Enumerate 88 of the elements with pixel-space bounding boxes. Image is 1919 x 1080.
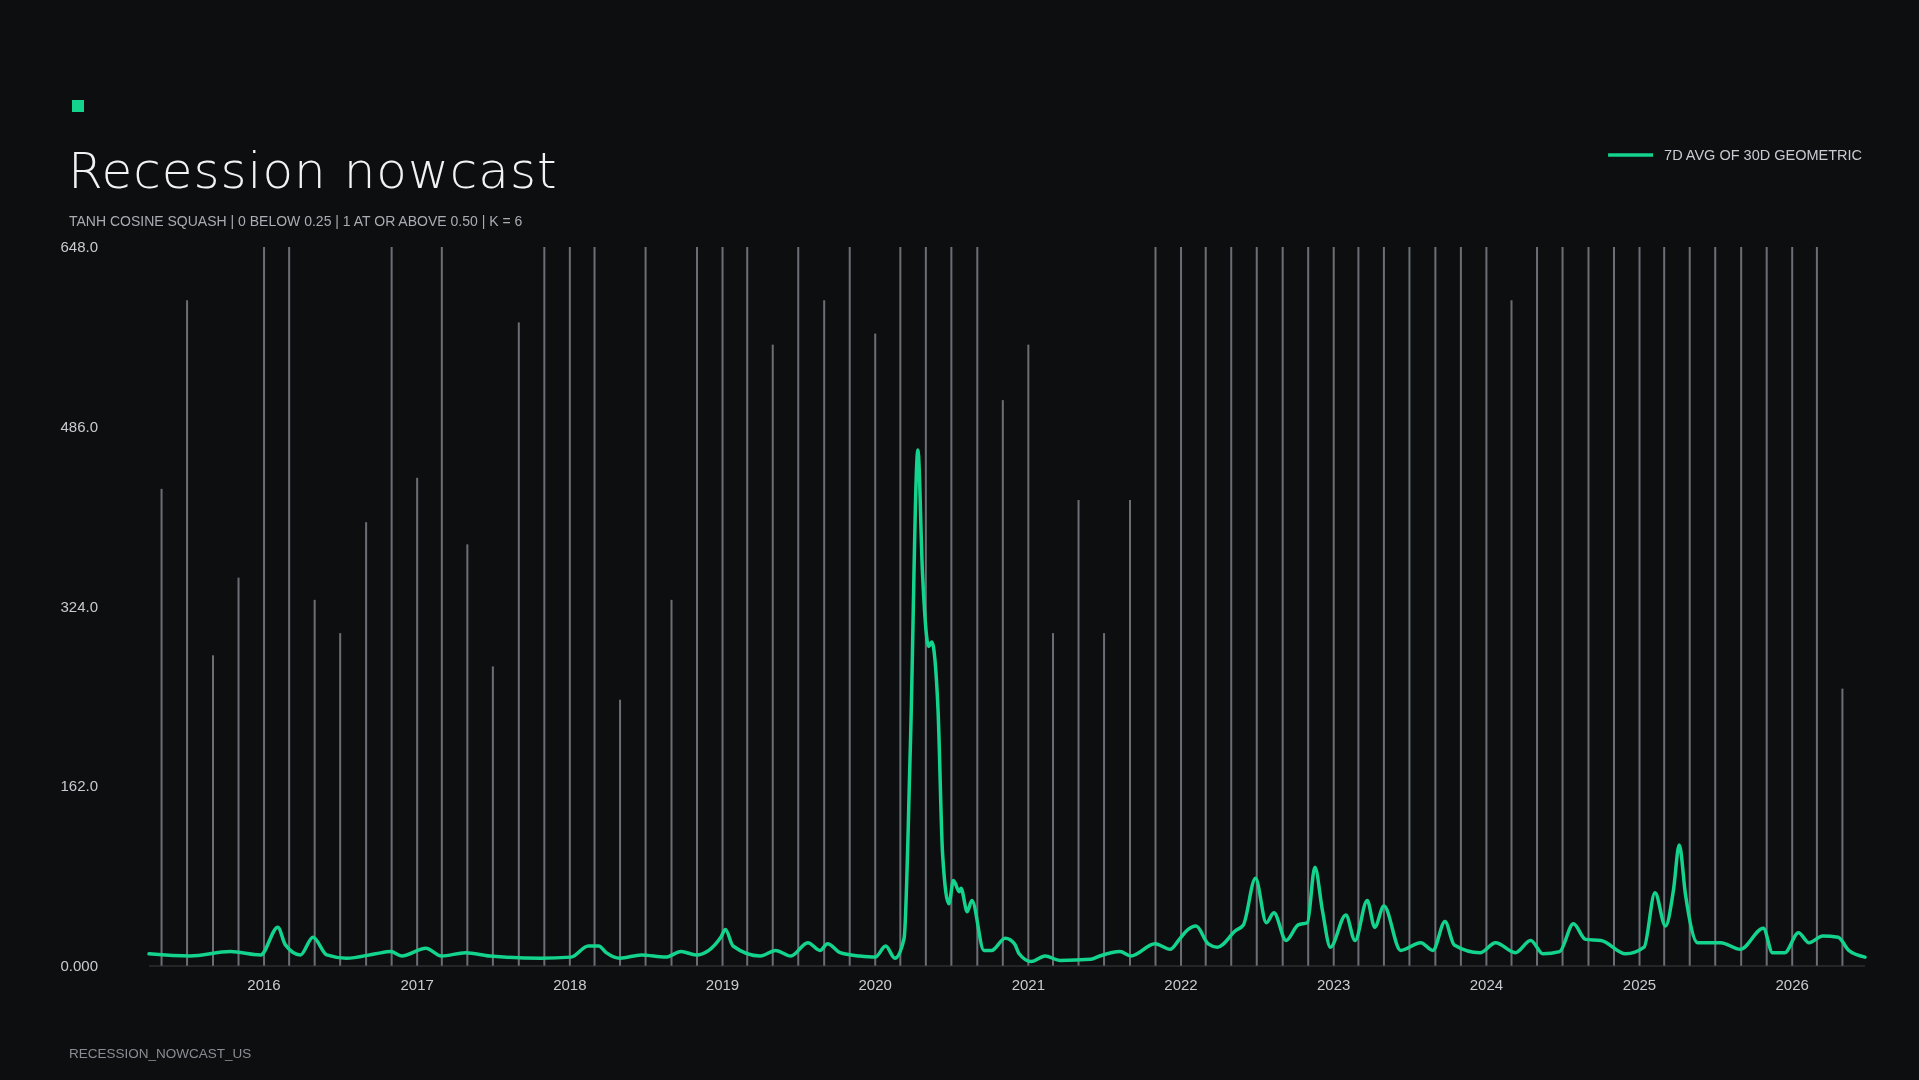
x-tick-label: 2025 xyxy=(1622,976,1657,993)
bar xyxy=(416,477,419,966)
x-tick-label: 2016 xyxy=(247,976,281,993)
bar xyxy=(543,247,546,966)
chart-title: Recession nowcast xyxy=(68,142,558,200)
bar xyxy=(1536,247,1539,966)
bar xyxy=(1154,247,1157,966)
bar xyxy=(1180,247,1183,966)
bar xyxy=(568,247,571,966)
x-tick-label: 2018 xyxy=(553,976,587,993)
bar xyxy=(1357,247,1360,966)
bar xyxy=(1485,247,1488,966)
bar xyxy=(1077,499,1080,966)
bar xyxy=(1128,499,1131,966)
bar xyxy=(1765,247,1768,966)
bar xyxy=(721,247,724,966)
bar xyxy=(797,247,800,966)
bar xyxy=(491,666,494,966)
bar xyxy=(1281,247,1284,966)
bar xyxy=(976,247,979,966)
bar xyxy=(746,247,749,966)
x-tick-label: 2021 xyxy=(1011,976,1046,993)
x-tick-label: 2026 xyxy=(1775,976,1809,993)
bar xyxy=(1740,247,1743,966)
bar xyxy=(517,322,520,966)
x-tick-label: 2022 xyxy=(1164,976,1198,993)
bar xyxy=(874,333,877,966)
bar xyxy=(1791,247,1794,966)
text: RECESSION_NOWCAST_US xyxy=(69,1046,252,1061)
y-tick-label: 648.0 xyxy=(60,238,98,255)
y-tick-label: 162.0 xyxy=(60,777,98,795)
bar xyxy=(1714,247,1717,966)
bar xyxy=(696,247,699,966)
bar xyxy=(848,247,851,966)
bar xyxy=(1841,688,1844,966)
bar xyxy=(771,344,774,966)
bar xyxy=(390,247,393,966)
bar xyxy=(1408,247,1411,966)
legend-label: 7D AVG OF 30D GEOMETRIC xyxy=(1664,147,1863,163)
bar xyxy=(288,247,291,966)
bar xyxy=(950,247,953,966)
bar xyxy=(1459,247,1462,966)
y-tick-label: 486.0 xyxy=(60,417,98,435)
bar xyxy=(1027,344,1030,966)
y-tick-label: 324.0 xyxy=(60,597,98,615)
bar xyxy=(1204,247,1207,966)
x-tick-label: 2023 xyxy=(1317,976,1351,993)
bar xyxy=(1307,247,1310,966)
bar xyxy=(644,247,647,966)
bar xyxy=(160,488,163,966)
bar xyxy=(823,300,826,966)
line-series xyxy=(147,448,1867,964)
bar xyxy=(593,247,596,966)
bar xyxy=(339,633,342,966)
x-tick-label: 2017 xyxy=(400,976,434,993)
bar xyxy=(1561,247,1564,966)
bar xyxy=(1663,247,1666,966)
bar xyxy=(924,247,927,966)
bar xyxy=(1638,247,1641,966)
bar xyxy=(365,522,368,966)
bar xyxy=(1103,633,1106,966)
bar xyxy=(440,247,443,966)
y-tick-label: 0.000 xyxy=(60,957,98,974)
bar xyxy=(212,655,215,966)
bar xyxy=(1815,247,1818,966)
bar xyxy=(1613,247,1615,966)
bar xyxy=(619,699,622,966)
bar xyxy=(899,247,902,966)
bar xyxy=(313,599,316,966)
bar xyxy=(1255,247,1258,966)
bar xyxy=(466,544,469,966)
x-tick-label: 2019 xyxy=(705,976,740,993)
bar xyxy=(1587,247,1590,966)
bar xyxy=(1434,247,1437,966)
bar xyxy=(1052,633,1055,966)
chart-subtitle: TANH COSINE SQUASH | 0 BELOW 0.25 | 1 AT OR ABOVE 0.50 | K = 6 xyxy=(69,213,523,229)
bar xyxy=(186,300,189,966)
bar xyxy=(670,599,673,966)
bar xyxy=(1510,300,1513,966)
bar xyxy=(1001,400,1004,966)
bar xyxy=(1688,247,1691,966)
bar xyxy=(237,577,240,966)
bar xyxy=(1332,247,1335,966)
x-tick-label: 2024 xyxy=(1469,976,1504,993)
bar xyxy=(1230,247,1233,966)
x-tick-label: 2020 xyxy=(858,976,892,993)
bar xyxy=(263,247,266,966)
bar xyxy=(1382,247,1385,966)
